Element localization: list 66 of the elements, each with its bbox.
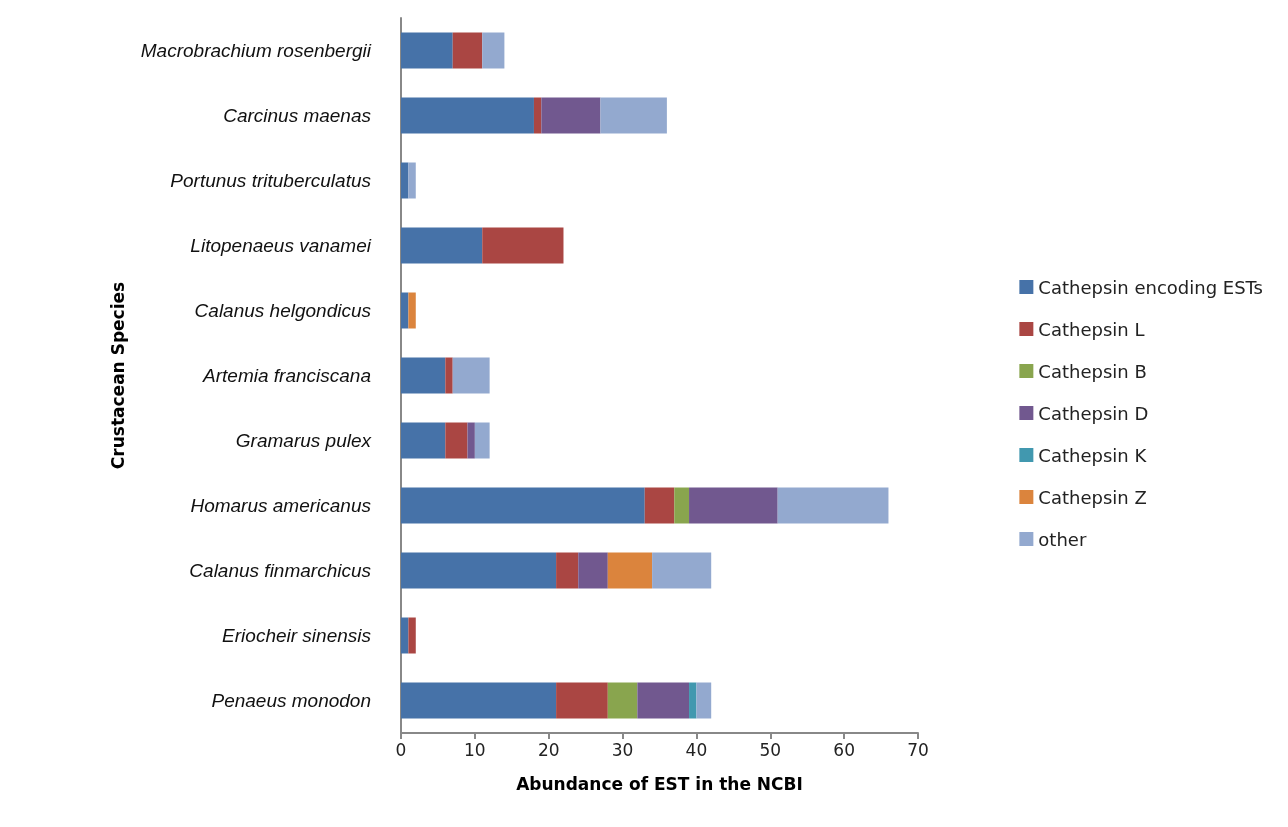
bar (674, 487, 690, 524)
bar (474, 422, 490, 459)
bar (689, 487, 778, 524)
bar (408, 617, 416, 654)
y-tick-label: Calanus finmarchicus (189, 560, 372, 581)
bar (541, 97, 601, 134)
x-tick-label: 50 (759, 739, 782, 760)
y-tick-label: Artemia franciscana (202, 365, 371, 386)
bar (452, 357, 490, 394)
bar (482, 32, 505, 69)
bar (408, 162, 416, 199)
legend-label: Cathepsin encoding ESTs (1038, 276, 1263, 298)
bar (401, 422, 446, 459)
bar (556, 552, 579, 589)
bar (556, 682, 608, 719)
bar (482, 227, 564, 264)
bar (607, 682, 638, 719)
bar (401, 227, 483, 264)
bar (408, 292, 416, 329)
x-tick-label: 60 (833, 739, 855, 760)
bar (401, 292, 409, 329)
bar (401, 97, 534, 134)
bar (452, 32, 483, 69)
bar (401, 617, 409, 654)
bar (401, 682, 557, 719)
x-axis-title: Abundance of EST in the NCBI (516, 773, 803, 794)
bar (401, 32, 453, 69)
y-tick-label: Gramarus pulex (235, 430, 373, 451)
bar (401, 552, 557, 589)
bar (777, 487, 889, 524)
x-tick-label: 70 (907, 739, 929, 760)
y-tick-label: Eriocheir sinensis (222, 625, 372, 646)
bar (401, 162, 409, 199)
y-tick-label: Penaeus monodon (211, 690, 371, 711)
legend-label: Cathepsin K (1038, 444, 1148, 466)
legend-label: other (1038, 528, 1087, 550)
y-tick-label: Calanus helgondicus (194, 300, 372, 321)
x-tick-label: 20 (537, 739, 560, 760)
bar (607, 552, 653, 589)
bar (600, 97, 667, 134)
bar (467, 422, 475, 459)
legend-label: Cathepsin Z (1038, 486, 1147, 508)
x-tick-label: 0 (395, 739, 407, 760)
bar (401, 487, 645, 524)
y-tick-label: Macrobrachium rosenbergii (140, 40, 372, 61)
y-tick-label: Homarus americanus (190, 495, 372, 516)
y-tick-label: Carcinus maenas (223, 105, 372, 126)
x-tick-label: 10 (464, 739, 486, 760)
bar (578, 552, 608, 589)
bar (401, 357, 446, 394)
bar (533, 97, 542, 134)
legend-label: Cathepsin D (1038, 402, 1149, 424)
bar (652, 552, 712, 589)
y-tick-label: Litopenaeus vanamei (190, 235, 372, 256)
bar (445, 422, 468, 459)
bar (696, 682, 712, 719)
bar (637, 682, 690, 719)
x-tick-label: 40 (685, 739, 708, 760)
legend-label: Cathepsin B (1038, 360, 1147, 382)
bar (689, 682, 697, 719)
y-tick-label: Portunus trituberculatus (170, 170, 372, 191)
y-axis-title: Crustacean Species (107, 281, 128, 470)
legend-label: Cathepsin L (1038, 318, 1145, 340)
bar (644, 487, 675, 524)
x-tick-label: 30 (611, 739, 634, 760)
bar (445, 357, 453, 394)
